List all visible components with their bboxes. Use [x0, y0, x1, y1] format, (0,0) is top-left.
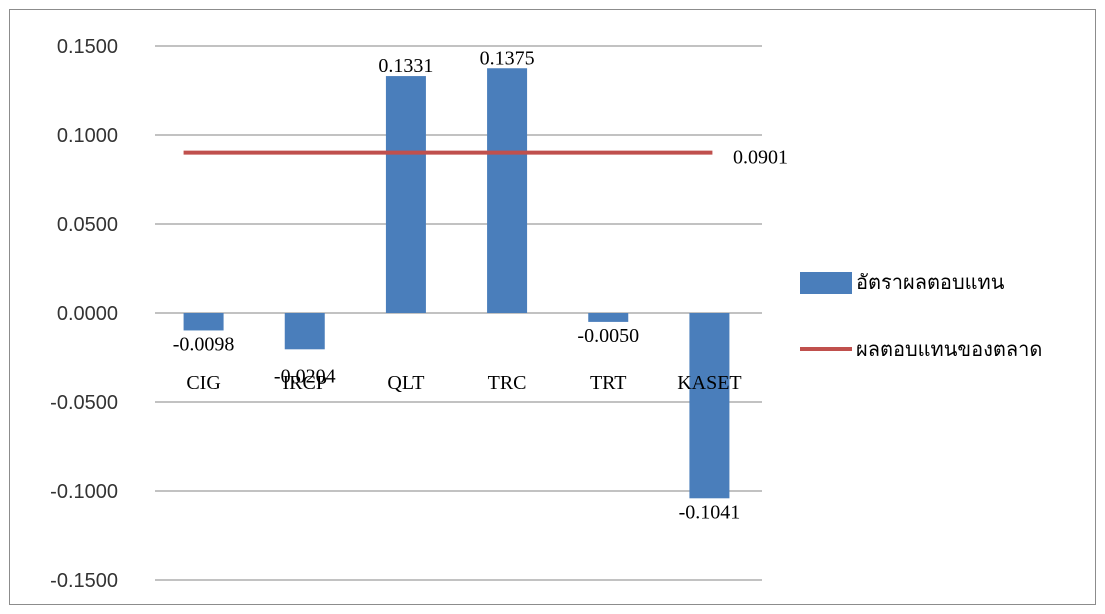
bar	[689, 313, 730, 499]
bar-data-label: -0.1041	[679, 501, 741, 523]
bars	[183, 68, 730, 499]
y-tick-label: 0.0000	[57, 303, 118, 325]
category-label: CIG	[186, 372, 220, 394]
data-labels: -0.0098 -0.0204 0.1331 0.1375 -0.0050 -0.1041…	[173, 47, 788, 523]
bar	[588, 313, 629, 322]
y-tick-label: -0.1000	[50, 481, 118, 503]
category-label: KASET	[677, 372, 741, 394]
legend-swatch-bar	[800, 272, 852, 294]
legend-label-bar: อัตราผลตอบแทน	[856, 270, 1005, 294]
bar	[385, 76, 426, 313]
y-tick-label: 0.1000	[57, 125, 118, 147]
bar-data-label: -0.0204	[274, 365, 336, 387]
category-label: IRCP	[283, 372, 327, 394]
bar-data-label: -0.0050	[577, 325, 639, 347]
bar-data-label: 0.1375	[480, 47, 535, 69]
y-axis-ticks: 0.1500 0.1000 0.0500 0.0000 -0.0500 -0.1000 -0…	[50, 36, 118, 592]
bar	[487, 68, 528, 313]
category-label: TRT	[590, 372, 627, 394]
category-labels: CIG IRCP QLT TRC TRT KASET	[186, 372, 741, 394]
y-tick-label: -0.0500	[50, 392, 118, 414]
y-tick-label: 0.1500	[57, 36, 118, 58]
line-data-label: 0.0901	[733, 147, 788, 169]
bar-data-label: 0.1331	[378, 55, 433, 77]
bar	[183, 313, 224, 331]
y-tick-label: -0.1500	[50, 570, 118, 592]
bar	[284, 313, 325, 350]
category-label: TRC	[488, 372, 527, 394]
legend-label-line: ผลตอบแทนของตลาด	[856, 337, 1042, 361]
chart-frame	[9, 9, 1096, 605]
y-tick-label: 0.0500	[57, 214, 118, 236]
category-label: QLT	[387, 372, 424, 394]
gridlines	[155, 45, 762, 581]
bar-data-label: -0.0098	[173, 333, 235, 355]
